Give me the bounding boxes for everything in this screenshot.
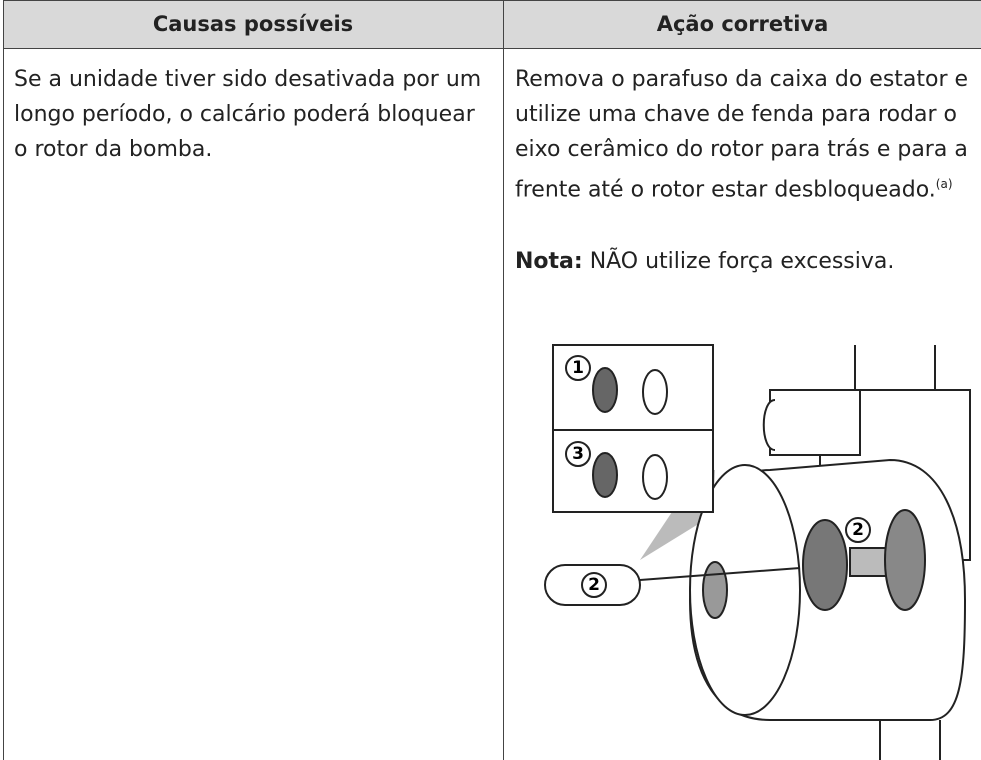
border [3, 0, 981, 1]
action-body: Remova o parafuso da caixa do estator e … [515, 67, 969, 203]
border [3, 48, 981, 49]
border [3, 0, 4, 760]
note: Nota: NÃO utilize força excessiva. [515, 244, 979, 279]
border [503, 0, 504, 760]
column-header: Ação corretiva [504, 0, 981, 48]
cause-text: Se a unidade tiver sido desativada por u… [14, 67, 482, 162]
note-text: NÃO utilize força excessiva. [589, 249, 895, 274]
action-text: Remova o parafuso da caixa do estator e … [515, 62, 979, 207]
footnote-ref: (a) [935, 177, 953, 191]
column-header: Causas possíveis [3, 0, 503, 48]
note-label: Nota: [515, 249, 583, 274]
callout: 3 [572, 444, 584, 464]
callout: 1 [572, 358, 584, 378]
callout: 2 [588, 575, 600, 595]
callout: 2 [852, 520, 864, 540]
